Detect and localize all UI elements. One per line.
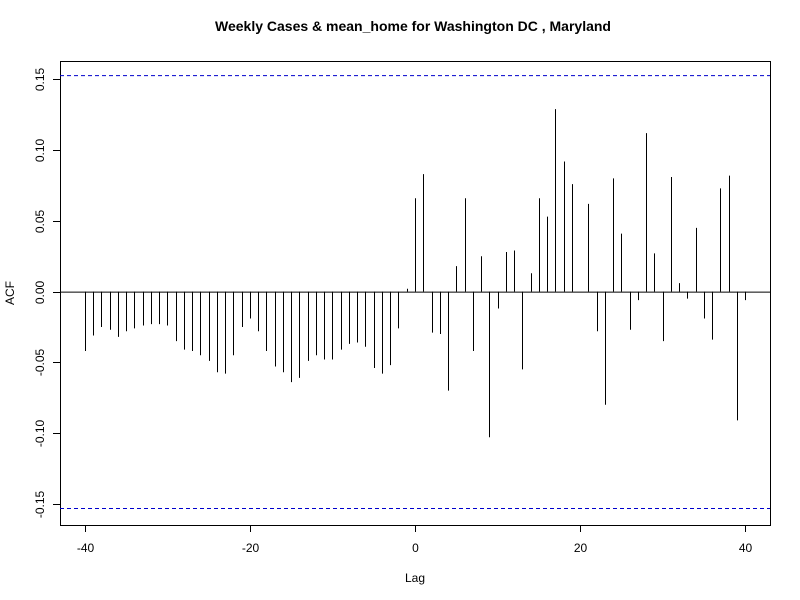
chart-title: Weekly Cases & mean_home for Washington … — [215, 18, 611, 34]
y-tick-label: 0.05 — [33, 209, 47, 233]
x-axis: -40 -20 0 20 40 — [77, 525, 753, 555]
x-tick-label: -20 — [242, 541, 260, 555]
x-tick-label: 20 — [574, 541, 588, 555]
y-tick-label: -0.05 — [33, 349, 47, 377]
x-tick-label: -40 — [77, 541, 95, 555]
x-tick-label: 0 — [412, 541, 419, 555]
acf-bars — [85, 109, 746, 438]
y-axis: -0.15 -0.10 -0.05 0.00 0.05 0.10 0.15 — [33, 67, 60, 518]
y-tick-label: 0.15 — [33, 67, 47, 91]
y-tick-label: 0.00 — [33, 280, 47, 304]
y-axis-label: ACF — [3, 281, 17, 305]
x-tick-label: 40 — [739, 541, 753, 555]
y-tick-label: -0.10 — [33, 420, 47, 448]
confidence-bounds — [60, 75, 770, 510]
y-tick-label: 0.10 — [33, 138, 47, 162]
x-axis-label: Lag — [405, 571, 425, 585]
y-tick-label: -0.15 — [33, 491, 47, 519]
